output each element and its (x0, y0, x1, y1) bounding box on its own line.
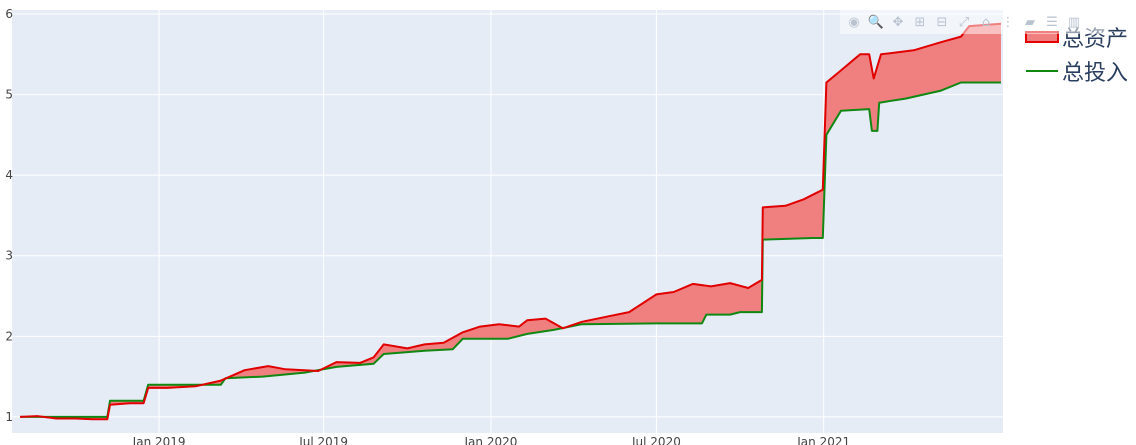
fill-area (20, 23, 1001, 420)
y-tick-label: 3 (5, 249, 13, 263)
x-tick-label: Jan 2020 (464, 435, 518, 445)
series-lines (19, 22, 1002, 421)
legend-label: 总投入 (1062, 61, 1128, 86)
series-line-total-invested (20, 81, 1001, 418)
zoom-in-icon[interactable]: ⊞ (914, 14, 926, 30)
reset-axes-icon[interactable]: ⌂ (981, 14, 991, 30)
autoscale-icon[interactable]: ⤢ (958, 14, 970, 30)
camera-icon[interactable]: ◉ (848, 14, 860, 30)
y-tick-label: 2 (5, 329, 13, 343)
hover-closest-icon[interactable]: ▰ (1025, 14, 1035, 30)
modebar-toolbar: ◉ 🔍 ✥ ⊞ ⊟ ⤢ ⌂ ⋮ ▰ ☰ ▥ (840, 10, 1104, 34)
x-tick-label: Jul 2019 (298, 435, 348, 445)
y-tick-label: 1 (5, 410, 13, 424)
plotly-logo-icon[interactable]: ▥ (1067, 14, 1081, 30)
spike-lines-icon[interactable]: ⋮ (1001, 14, 1015, 30)
series-line-total-assets (19, 22, 1002, 421)
x-axis-ticks: Jan 2019 Jul 2019 Jan 2020 Jul 2020 Jan 2021 (132, 435, 850, 445)
y-tick-label: 4 (5, 168, 13, 182)
x-tick-label: Jan 2021 (796, 435, 850, 445)
y-tick-label: 5 (5, 88, 13, 102)
y-tick-label: 6 (5, 7, 13, 21)
x-tick-label: Jul 2020 (631, 435, 681, 445)
zoom-icon[interactable]: 🔍 (867, 14, 885, 30)
zoom-out-icon[interactable]: ⊟ (936, 14, 948, 30)
x-tick-label: Jan 2019 (132, 435, 186, 445)
fill-between-area (20, 23, 1001, 420)
y-axis-ticks: 1 2 3 4 5 6 (5, 7, 13, 424)
legend-item[interactable]: 总投入 (1026, 61, 1128, 86)
pan-icon[interactable]: ✥ (892, 14, 904, 30)
hover-compare-icon[interactable]: ☰ (1046, 14, 1058, 30)
